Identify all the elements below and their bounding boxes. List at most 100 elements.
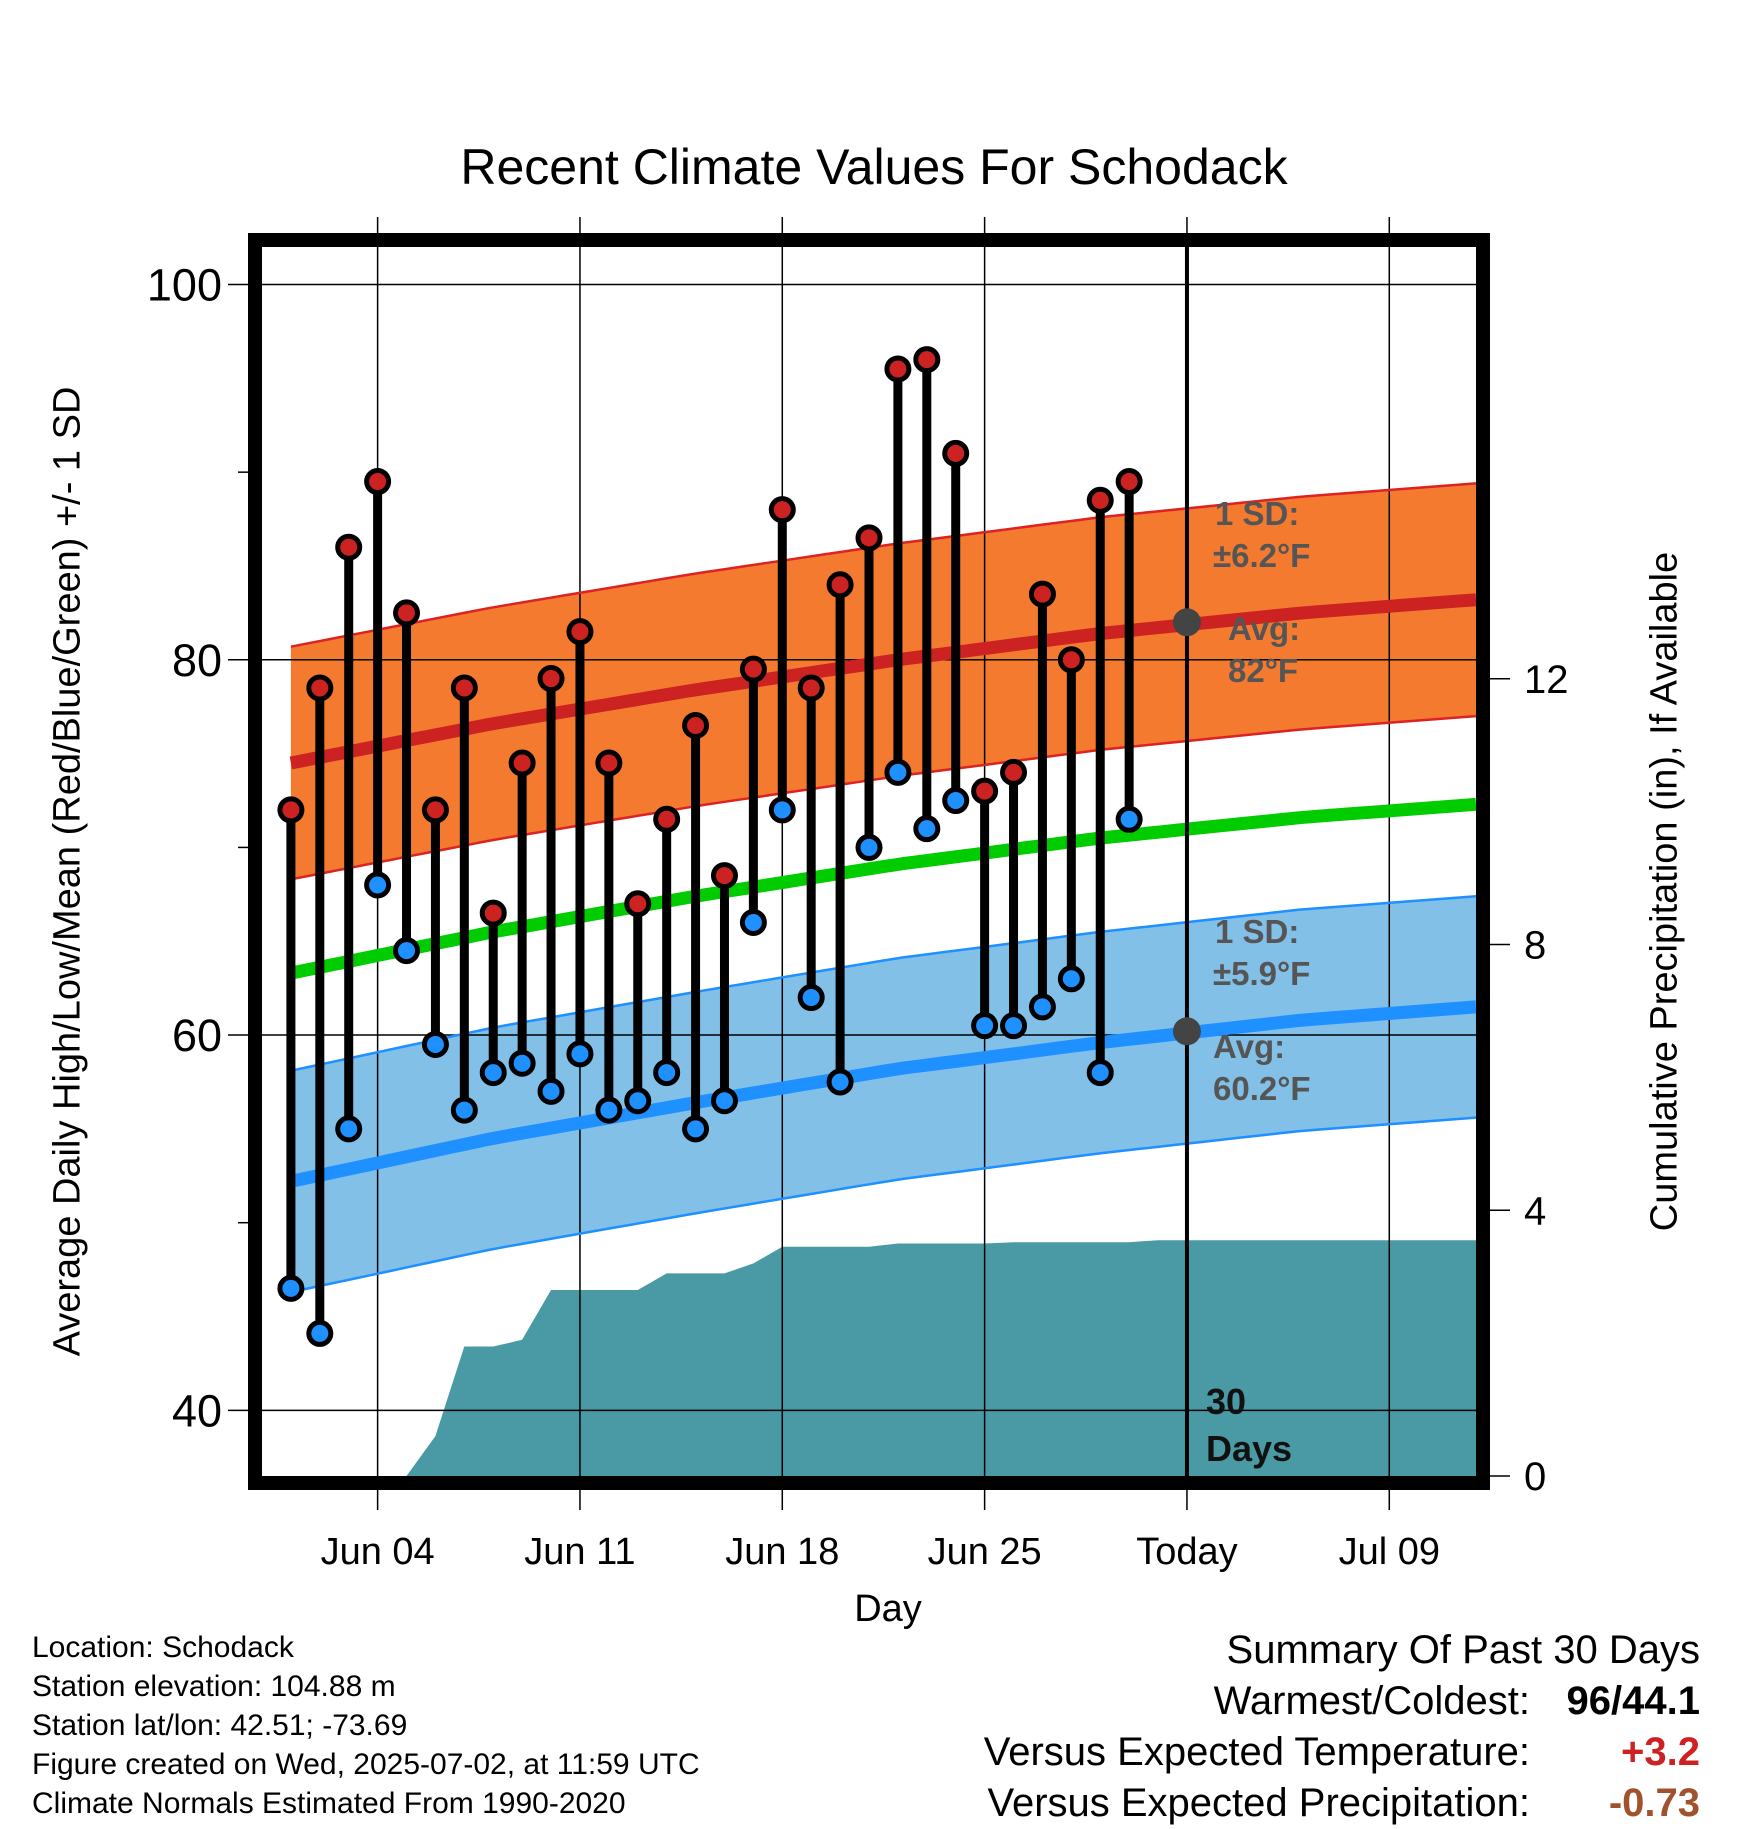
- y-axis-right-title: Cumulative Precipitation (in), If Availa…: [1643, 551, 1686, 1232]
- daily-low-point: [335, 1115, 363, 1143]
- y-tick-label-100: 100: [147, 260, 222, 311]
- daily-high-point: [1057, 646, 1085, 674]
- low-normal-line: [289, 1000, 1477, 1188]
- daily-low-point: [1000, 1012, 1028, 1040]
- daily-low-point: [1028, 993, 1056, 1021]
- daily-high-point: [971, 777, 999, 805]
- daily-low-point: [1115, 805, 1143, 833]
- summary-heading: Summary Of Past 30 Days: [984, 1625, 1700, 1676]
- daily-high-point: [884, 355, 912, 383]
- daily-high-point: [1000, 758, 1028, 786]
- daily-low-point: [624, 1087, 652, 1115]
- climate-normals-note: Climate Normals Estimated From 1990-2020: [32, 1787, 626, 1820]
- daily-low-point: [364, 871, 392, 899]
- daily-low-point: [884, 758, 912, 786]
- daily-high-point: [826, 571, 854, 599]
- daily-high-point: [739, 655, 767, 683]
- low-sd-band: [290, 896, 1476, 1293]
- daily-high-point: [1086, 486, 1114, 514]
- daily-high-point: [306, 674, 334, 702]
- precip-area: [290, 1240, 1476, 1476]
- chart-annotation-layer: 1 SD: ±6.2°F Avg: 82°F 1 SD: ±5.9°F Avg:…: [1206, 495, 1311, 1469]
- daily-low-point: [450, 1096, 478, 1124]
- summary-warm-cold-row: Warmest/Coldest: 96/44.1: [984, 1676, 1700, 1727]
- summary-temp-row: Versus Expected Temperature: +3.2: [984, 1727, 1700, 1778]
- low-band-lower-edge: [290, 1116, 1477, 1294]
- plot-frame: [248, 233, 1490, 1490]
- chart-line-layer: [289, 247, 1477, 1476]
- high-band-upper-edge: [290, 482, 1477, 648]
- high-avg-label: Avg:: [1228, 610, 1300, 647]
- daily-high-point: [1028, 580, 1056, 608]
- x-tick-label-1: Jun 11: [524, 1531, 635, 1573]
- x-tick-label-5: Jul 09: [1339, 1531, 1440, 1573]
- x-axis-title: Day: [854, 1588, 922, 1630]
- low-avg-marker: [1172, 1017, 1201, 1046]
- station-elevation: Station elevation: 104.88 m: [32, 1670, 396, 1703]
- high-band-lower-edge: [290, 714, 1477, 881]
- figure-created: Figure created on Wed, 2025-07-02, at 11…: [32, 1748, 700, 1781]
- y-tick-label-80: 80: [172, 635, 222, 686]
- daily-high-point: [277, 796, 305, 824]
- chart-title: Recent Climate Values For Schodack: [460, 139, 1288, 195]
- daily-high-point: [595, 749, 623, 777]
- daily-low-point: [508, 1049, 536, 1077]
- daily-high-point: [450, 674, 478, 702]
- x-tick-label-0: Jun 04: [321, 1531, 435, 1573]
- daily-high-point: [1115, 468, 1143, 496]
- summary-heading-text: Summary Of Past 30 Days: [1226, 1628, 1700, 1672]
- window-days-label: Days: [1206, 1428, 1292, 1469]
- daily-low-point: [421, 1030, 449, 1058]
- daily-high-point: [653, 805, 681, 833]
- high-avg-value: 82°F: [1228, 652, 1298, 689]
- daily-low-point: [710, 1087, 738, 1115]
- daily-low-point: [826, 1068, 854, 1096]
- daily-high-point: [421, 796, 449, 824]
- daily-low-point: [277, 1274, 305, 1302]
- daily-low-point: [479, 1059, 507, 1087]
- daily-high-point: [335, 533, 363, 561]
- daily-high-point: [537, 665, 565, 693]
- chart-frame-layer: [248, 233, 1490, 1490]
- daily-low-point: [566, 1040, 594, 1068]
- daily-high-point: [942, 439, 970, 467]
- daily-high-point: [682, 711, 710, 739]
- daily-high-point: [508, 749, 536, 777]
- temp-vs-expected-label: Versus Expected Temperature:: [983, 1730, 1530, 1774]
- daily-high-point: [768, 496, 796, 524]
- low-sd-label: 1 SD:: [1215, 913, 1299, 950]
- station-latlon: Station lat/lon: 42.51; -73.69: [32, 1709, 408, 1742]
- x-tick-label-3: Jun 25: [928, 1531, 1042, 1573]
- station-location: Location: Schodack: [32, 1631, 294, 1664]
- daily-high-point: [797, 674, 825, 702]
- high-sd-label: 1 SD:: [1215, 495, 1299, 532]
- summary-precip-row: Versus Expected Precipitation: -0.73: [984, 1778, 1700, 1829]
- x-tick-label-2: Jun 18: [725, 1531, 839, 1573]
- y-right-tick-label-8: 8: [1524, 924, 1546, 968]
- daily-low-point: [1057, 965, 1085, 993]
- daily-high-point: [624, 890, 652, 918]
- mean-normal-line: [289, 797, 1477, 980]
- daily-low-point: [971, 1012, 999, 1040]
- daily-high-point: [364, 468, 392, 496]
- chart-marker-layer: [277, 346, 1201, 1347]
- warm-cold-value: 96/44.1: [1566, 1679, 1700, 1723]
- precip-vs-expected-label: Versus Expected Precipitation:: [987, 1781, 1530, 1825]
- y-right-tick-label-12: 12: [1524, 658, 1569, 702]
- daily-high-point: [855, 524, 883, 552]
- chart-tick-layer: 40 60 80 100 0 4 8 12 Jun 04 Jun 11 Jun 18 Jun 25 To…: [147, 260, 1569, 1573]
- high-sd-band: [290, 483, 1476, 880]
- y-axis-left-title: Average Daily High/Low/Mean (Red/Blue/Gr…: [46, 386, 89, 1357]
- daily-low-point: [595, 1096, 623, 1124]
- window-days-number: 30: [1206, 1381, 1246, 1422]
- high-sd-value: ±6.2°F: [1213, 537, 1310, 574]
- daily-low-point: [797, 984, 825, 1012]
- station-info: Location: Schodack Station elevation: 10…: [32, 1628, 700, 1823]
- daily-low-point: [855, 833, 883, 861]
- daily-low-point: [306, 1319, 334, 1347]
- warm-cold-label: Warmest/Coldest:: [1213, 1679, 1530, 1723]
- low-avg-label: Avg:: [1213, 1028, 1285, 1065]
- daily-high-point: [393, 599, 421, 627]
- daily-low-point: [682, 1115, 710, 1143]
